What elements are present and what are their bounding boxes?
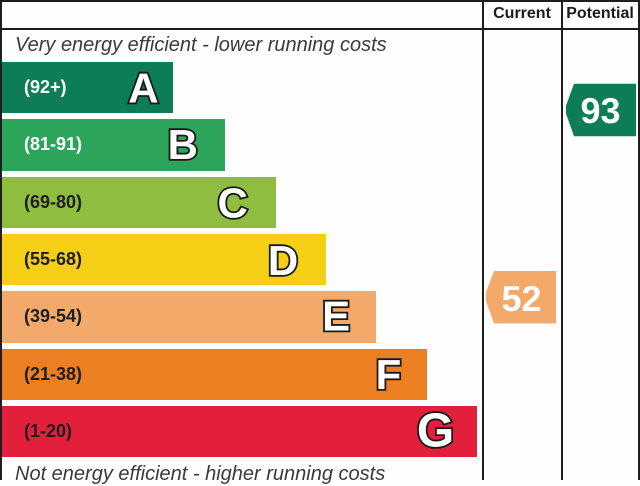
svg-text:D: D <box>268 237 298 284</box>
svg-text:93: 93 <box>580 90 620 131</box>
svg-text:A: A <box>128 64 158 111</box>
svg-text:E: E <box>322 293 350 340</box>
svg-text:G: G <box>417 404 454 457</box>
svg-text:B: B <box>168 121 198 168</box>
svg-text:C: C <box>218 180 248 227</box>
svg-text:52: 52 <box>501 278 541 319</box>
svg-text:F: F <box>376 351 402 398</box>
